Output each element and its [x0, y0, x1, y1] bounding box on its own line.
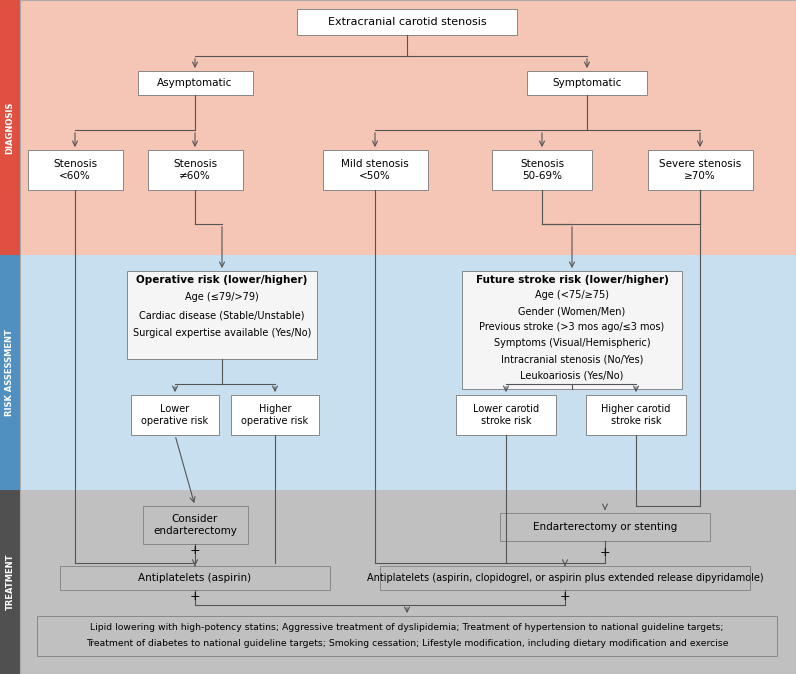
Bar — [297, 9, 517, 35]
Text: Consider
endarterectomy: Consider endarterectomy — [153, 514, 237, 536]
Text: Asymptomatic: Asymptomatic — [158, 78, 232, 88]
Text: Severe stenosis
≥70%: Severe stenosis ≥70% — [659, 159, 741, 181]
Bar — [147, 150, 243, 190]
Text: Cardiac disease (Stable/Unstable): Cardiac disease (Stable/Unstable) — [139, 310, 305, 320]
Text: +: + — [189, 590, 201, 603]
Text: +: + — [189, 545, 201, 557]
Text: Intracranial stenosis (No/Yes): Intracranial stenosis (No/Yes) — [501, 354, 643, 364]
Text: Higher carotid
stroke risk: Higher carotid stroke risk — [601, 404, 671, 426]
Bar — [131, 395, 219, 435]
Bar — [456, 395, 556, 435]
Bar — [492, 150, 592, 190]
Text: Age (≤79/>79): Age (≤79/>79) — [185, 292, 259, 302]
Bar — [380, 566, 750, 590]
Text: Endarterectomy or stenting: Endarterectomy or stenting — [533, 522, 677, 532]
Text: RISK ASSESSMENT: RISK ASSESSMENT — [6, 329, 14, 416]
Bar — [462, 271, 682, 389]
Text: +: + — [599, 545, 611, 559]
Bar — [142, 506, 248, 544]
Bar — [20, 490, 796, 674]
Bar — [37, 616, 777, 656]
Text: Gender (Women/Men): Gender (Women/Men) — [518, 306, 626, 316]
Text: TREATMENT: TREATMENT — [6, 554, 14, 610]
Text: Antiplatelets (aspirin, clopidogrel, or aspirin plus extended release dipyridamo: Antiplatelets (aspirin, clopidogrel, or … — [367, 573, 763, 583]
Bar — [527, 71, 647, 95]
Text: Stenosis
<60%: Stenosis <60% — [53, 159, 97, 181]
Bar — [60, 566, 330, 590]
Text: Stenosis
≠60%: Stenosis ≠60% — [173, 159, 217, 181]
Bar — [0, 255, 20, 490]
Text: Future stroke risk (lower/higher): Future stroke risk (lower/higher) — [475, 275, 669, 285]
Bar — [0, 490, 20, 674]
Text: DIAGNOSIS: DIAGNOSIS — [6, 101, 14, 154]
Bar — [138, 71, 252, 95]
Bar — [500, 513, 710, 541]
Text: Operative risk (lower/higher): Operative risk (lower/higher) — [136, 275, 308, 285]
Bar — [322, 150, 427, 190]
Text: Lower carotid
stroke risk: Lower carotid stroke risk — [473, 404, 539, 426]
Text: Antiplatelets (aspirin): Antiplatelets (aspirin) — [139, 573, 252, 583]
Text: Surgical expertise available (Yes/No): Surgical expertise available (Yes/No) — [133, 328, 311, 338]
Bar — [20, 0, 796, 255]
Bar — [28, 150, 123, 190]
Text: Lower
operative risk: Lower operative risk — [142, 404, 209, 426]
Text: Lipid lowering with high-potency statins; Aggressive treatment of dyslipidemia; : Lipid lowering with high-potency statins… — [90, 623, 724, 632]
Text: Leukoariosis (Yes/No): Leukoariosis (Yes/No) — [521, 370, 624, 380]
Text: Symptomatic: Symptomatic — [552, 78, 622, 88]
Text: Stenosis
50-69%: Stenosis 50-69% — [520, 159, 564, 181]
Bar — [127, 271, 317, 359]
Text: Previous stroke (>3 mos ago/≤3 mos): Previous stroke (>3 mos ago/≤3 mos) — [479, 322, 665, 332]
Text: +: + — [560, 590, 570, 603]
Bar — [0, 0, 20, 255]
Text: Higher
operative risk: Higher operative risk — [241, 404, 309, 426]
Text: Age (<75/≥75): Age (<75/≥75) — [535, 290, 609, 300]
Text: Symptoms (Visual/Hemispheric): Symptoms (Visual/Hemispheric) — [494, 338, 650, 348]
Text: Treatment of diabetes to national guideline targets; Smoking cessation; Lifestyl: Treatment of diabetes to national guidel… — [86, 640, 728, 648]
Bar — [231, 395, 319, 435]
Text: Mild stenosis
<50%: Mild stenosis <50% — [341, 159, 409, 181]
Bar — [586, 395, 686, 435]
Text: Extracranial carotid stenosis: Extracranial carotid stenosis — [328, 17, 486, 27]
Bar — [647, 150, 752, 190]
Bar — [20, 255, 796, 490]
